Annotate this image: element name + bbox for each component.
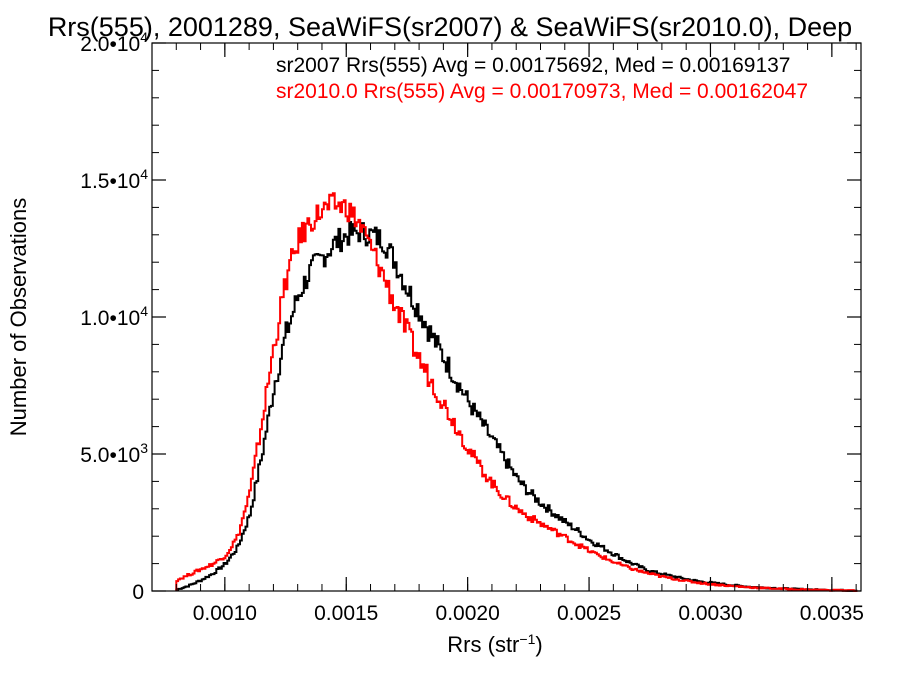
y-tick-label-3: 1.5•104 bbox=[80, 166, 148, 193]
x-tick-label-5: 0.0035 bbox=[800, 602, 864, 625]
x-tick-label-1: 0.0015 bbox=[314, 602, 378, 625]
legend-entry-sr2010: sr2010.0 Rrs(555) Avg = 0.00170973, Med … bbox=[276, 80, 808, 103]
chart-title: Rrs(555), 2001289, SeaWiFS(sr2007) & Sea… bbox=[48, 12, 852, 42]
x-tick-label-0: 0.0010 bbox=[193, 602, 257, 625]
y-tick-label-2: 1.0•104 bbox=[80, 303, 148, 330]
series-layer bbox=[175, 192, 858, 592]
x-axis-label: Rrs (str−1) bbox=[447, 631, 542, 657]
plot-frame bbox=[151, 42, 862, 592]
x-tick-label-4: 0.0030 bbox=[678, 602, 742, 625]
x-tick-label-3: 0.0025 bbox=[557, 602, 621, 625]
axis-ticks: 0.0010 0.0015 0.0020 0.0025 0.0030 0.0035 0 5.0… bbox=[80, 29, 864, 625]
y-tick-label-0: 0 bbox=[132, 581, 144, 604]
x-tick-label-2: 0.0020 bbox=[436, 602, 500, 625]
y-axis-label: Number of Observations bbox=[6, 198, 31, 436]
series-line-1 bbox=[175, 192, 858, 592]
legend-entry-sr2007: sr2007 Rrs(555) Avg = 0.00175692, Med = … bbox=[276, 54, 791, 77]
series-line-0 bbox=[175, 221, 858, 592]
y-tick-label-4: 2.0•104 bbox=[80, 29, 148, 56]
y-tick-label-1: 5.0•103 bbox=[80, 440, 148, 467]
